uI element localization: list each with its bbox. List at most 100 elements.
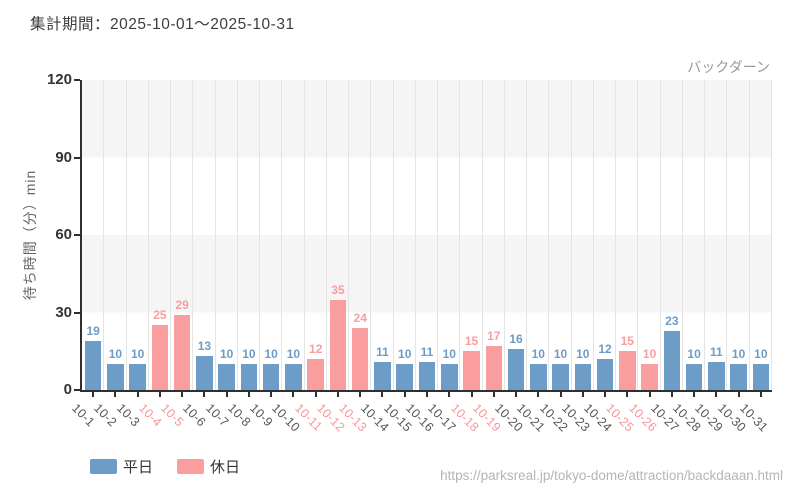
x-tick-mark: [470, 390, 473, 397]
bar-value-label: 13: [197, 339, 212, 354]
y-tick-label: 90: [55, 148, 72, 166]
x-tick-mark: [604, 390, 607, 397]
bar-10-1[interactable]: [84, 340, 102, 390]
x-tick-mark: [359, 390, 362, 397]
bar-10-22[interactable]: [552, 364, 569, 390]
gridline: [281, 80, 283, 390]
bar-value-label: 10: [130, 347, 145, 362]
bar-value-label: 10: [531, 347, 545, 362]
y-tick-mark: [74, 79, 80, 81]
y-tick-mark: [74, 234, 80, 236]
bar-10-15[interactable]: [396, 364, 413, 390]
bar-value-label: 12: [309, 342, 323, 356]
x-tick-mark: [537, 390, 540, 397]
x-tick-mark: [559, 390, 562, 397]
legend-item-weekday[interactable]: 平日: [90, 456, 153, 477]
bar-value-label: 10: [731, 347, 746, 362]
bar-10-7[interactable]: [218, 364, 235, 390]
bar-10-26[interactable]: [641, 364, 658, 390]
legend-swatch-weekday: [90, 459, 117, 474]
bar-10-6[interactable]: [196, 356, 213, 390]
bar-10-5[interactable]: [173, 315, 191, 390]
gridline: [192, 80, 194, 390]
gridline: [325, 80, 327, 390]
bar-value-label: 10: [576, 347, 590, 362]
bar-10-9[interactable]: [262, 364, 280, 390]
bar-10-4[interactable]: [151, 325, 169, 390]
bar-10-3[interactable]: [129, 364, 146, 390]
source-url: https://parksreal.jp/tokyo-dome/attracti…: [440, 468, 783, 483]
gridline: [548, 80, 550, 390]
bar-10-16[interactable]: [418, 361, 436, 390]
y-tick-label: 30: [55, 303, 72, 321]
gridline: [259, 80, 261, 390]
bar-10-29[interactable]: [708, 361, 725, 390]
x-tick-mark: [648, 390, 651, 397]
bar-value-label: 10: [442, 347, 456, 362]
bar-value-label: 10: [553, 347, 568, 362]
x-tick-mark: [314, 390, 317, 397]
bar-10-28[interactable]: [685, 364, 703, 390]
x-tick-mark: [492, 390, 495, 397]
attraction-name-label: バックダーン: [687, 59, 770, 75]
gridline: [771, 80, 772, 390]
x-tick-mark: [181, 390, 184, 397]
x-tick-mark: [336, 390, 339, 397]
gridline: [526, 80, 528, 390]
x-tick-mark: [247, 390, 250, 397]
plot-area: 0 30 60 90 120 19 10-1 10 10-2 10 10-3 25 10-4 29 10-5…: [47, 71, 772, 435]
x-tick-mark: [715, 390, 718, 397]
bar-10-11[interactable]: [307, 359, 324, 390]
bar-10-19[interactable]: [485, 346, 503, 390]
bar-10-31[interactable]: [752, 364, 770, 390]
y-tick-mark: [74, 389, 80, 391]
bar-10-30[interactable]: [730, 364, 747, 390]
bar-10-24[interactable]: [596, 359, 614, 390]
bar-value-label: 10: [219, 347, 234, 362]
bar-value-label: 16: [509, 331, 523, 346]
bar-10-13[interactable]: [351, 328, 369, 390]
gridline: [459, 80, 461, 390]
bar-10-23[interactable]: [574, 364, 592, 390]
x-tick-mark: [203, 390, 206, 397]
x-tick-mark: [515, 390, 518, 397]
bar-value-label: 10: [398, 347, 412, 362]
y-tick-label: 0: [63, 381, 72, 398]
x-tick-mark: [737, 390, 740, 397]
page-title: 集計期間：2025-10-01～2025-10-31: [30, 16, 295, 33]
bar-10-14[interactable]: [374, 361, 391, 390]
x-tick-mark: [158, 390, 161, 397]
bar-value-label: 10: [264, 347, 278, 362]
gridline: [392, 80, 394, 390]
y-tick-label: 120: [46, 71, 72, 88]
bar-10-20[interactable]: [507, 348, 525, 390]
x-tick-label: 10-31: [736, 401, 771, 435]
bar-10-8[interactable]: [240, 364, 258, 390]
x-tick-mark: [92, 390, 95, 397]
gridline: [570, 80, 572, 390]
x-tick-mark: [403, 390, 406, 397]
bar-10-10[interactable]: [285, 364, 302, 390]
gridline: [303, 80, 305, 390]
bar-value-label: 10: [687, 347, 701, 362]
gridline: [437, 80, 439, 390]
bar-10-27[interactable]: [663, 330, 681, 390]
bar-value-label: 15: [620, 334, 634, 349]
legend-label-holiday: 休日: [210, 459, 241, 476]
gridline: [370, 80, 372, 390]
legend-item-holiday[interactable]: 休日: [177, 456, 240, 477]
bar-10-17[interactable]: [441, 364, 458, 390]
bar-10-21[interactable]: [530, 364, 547, 390]
bar-10-25[interactable]: [619, 351, 636, 390]
bar-10-2[interactable]: [107, 364, 124, 390]
bar-10-12[interactable]: [329, 299, 347, 390]
y-tick-mark: [74, 156, 80, 159]
bar-value-label: 11: [420, 344, 434, 359]
gridline: [414, 80, 416, 390]
gridline: [681, 80, 683, 390]
gridline: [637, 80, 639, 390]
gridline: [503, 80, 505, 390]
bar-value-label: 23: [665, 313, 679, 328]
bar-10-18[interactable]: [463, 351, 480, 390]
legend-swatch-holiday: [177, 459, 205, 474]
